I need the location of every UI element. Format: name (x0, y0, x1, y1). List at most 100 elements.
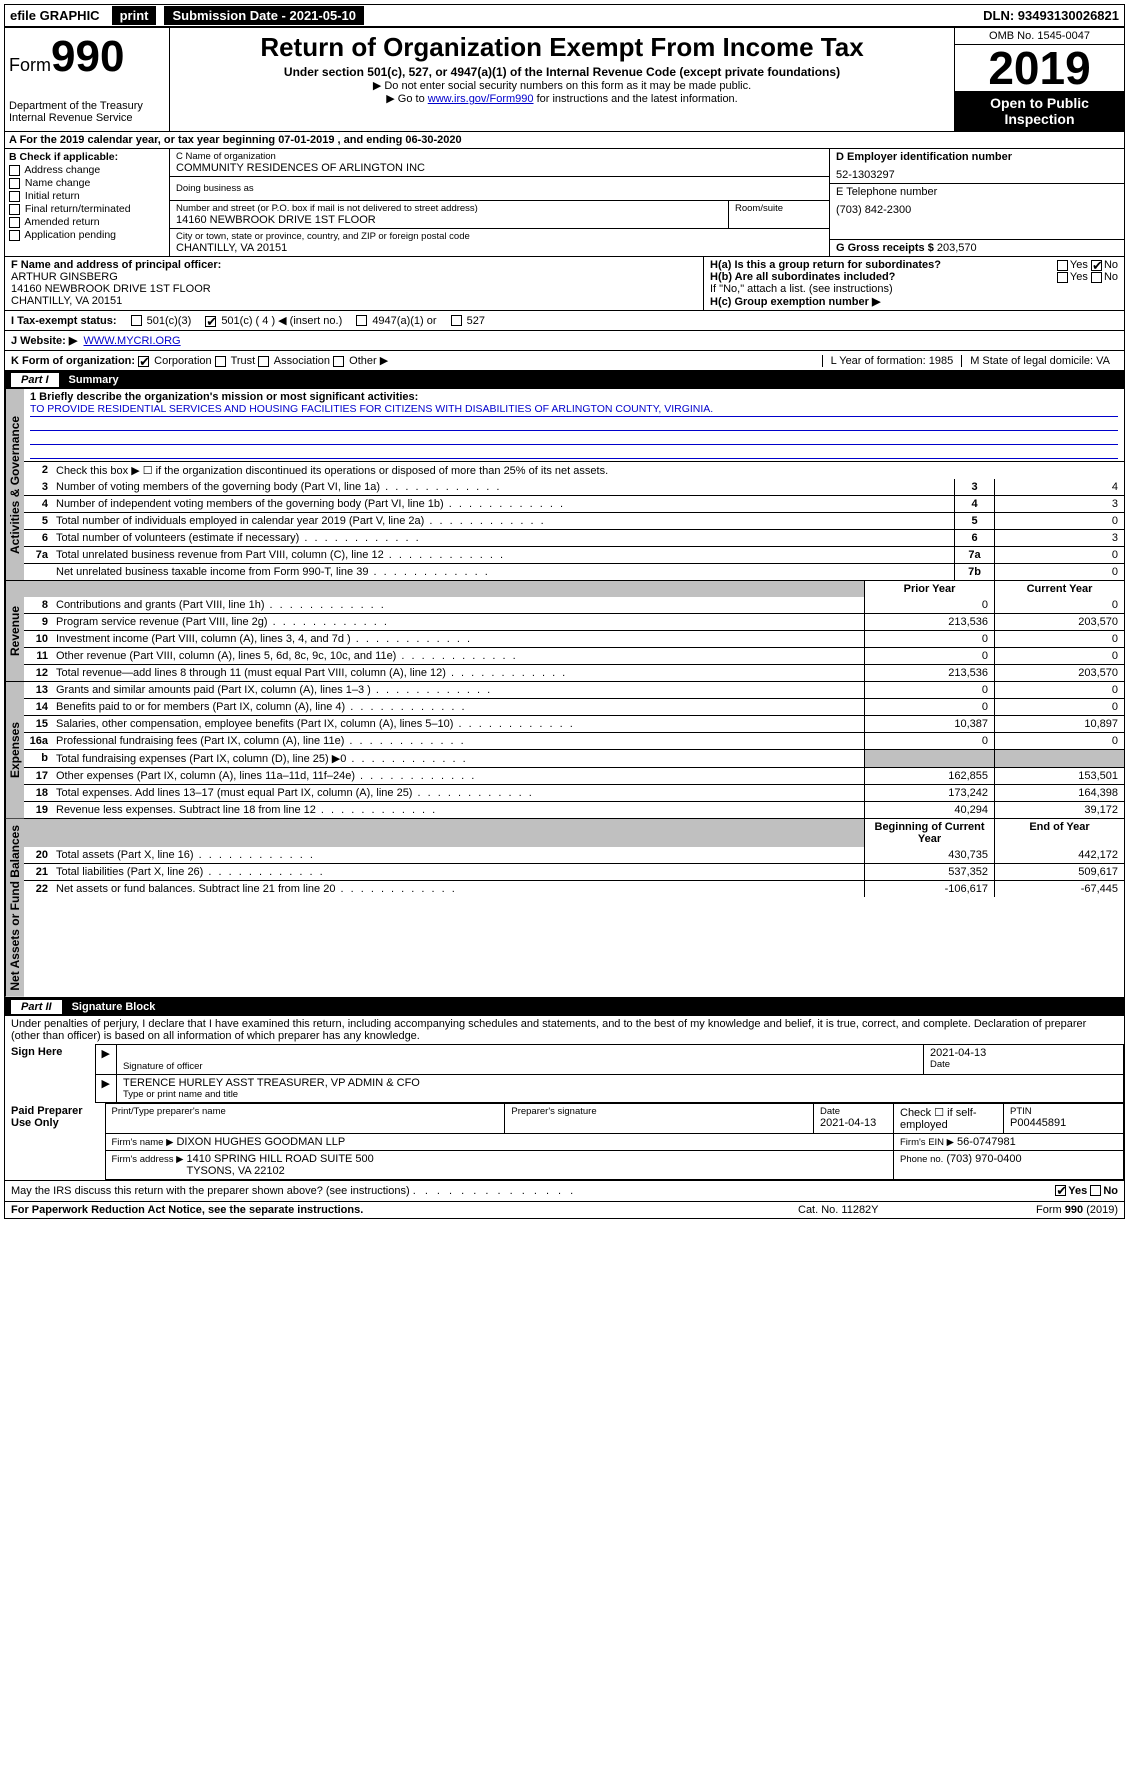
summary-line: 14Benefits paid to or for members (Part … (24, 698, 1124, 715)
print-button[interactable]: print (112, 6, 157, 25)
summary-line: 13Grants and similar amounts paid (Part … (24, 682, 1124, 698)
year-formation: L Year of formation: 1985 (822, 355, 962, 367)
footer: For Paperwork Reduction Act Notice, see … (5, 1201, 1124, 1218)
header-left: Form990 Department of the Treasury Inter… (5, 28, 170, 131)
501c-checkbox[interactable] (205, 316, 216, 327)
summary-line: 9Program service revenue (Part VIII, lin… (24, 613, 1124, 630)
self-employed-cell: Check ☐ if self-employed (894, 1103, 1004, 1133)
header-right: OMB No. 1545-0047 2019 Open to Public In… (954, 28, 1124, 131)
note-ssn: ▶ Do not enter social security numbers o… (176, 79, 948, 92)
b-option[interactable]: Application pending (9, 229, 165, 241)
527-checkbox[interactable] (451, 315, 462, 326)
hb-yes-checkbox[interactable] (1057, 272, 1068, 283)
assoc-checkbox[interactable] (258, 356, 269, 367)
corp-checkbox[interactable] (138, 356, 149, 367)
b-option[interactable]: Initial return (9, 190, 165, 202)
summary-line: 4Number of independent voting members of… (24, 495, 1124, 512)
state-domicile: M State of legal domicile: VA (961, 355, 1118, 367)
row-a: A For the 2019 calendar year, or tax yea… (5, 132, 1124, 149)
open-public: Open to Public Inspection (955, 91, 1124, 131)
b-option[interactable]: Address change (9, 164, 165, 176)
form-header: Form990 Department of the Treasury Inter… (5, 28, 1124, 132)
penalties-text: Under penalties of perjury, I declare th… (5, 1016, 1124, 1044)
firm-name: DIXON HUGHES GOODMAN LLP (176, 1136, 345, 1148)
sign-here-label: Sign Here (5, 1044, 95, 1102)
net-header-row: Beginning of Current Year End of Year (24, 819, 1124, 847)
discuss-yes-checkbox[interactable] (1055, 1185, 1066, 1196)
summary-line: 22Net assets or fund balances. Subtract … (24, 880, 1124, 897)
ha-no-checkbox[interactable] (1091, 260, 1102, 271)
4947-checkbox[interactable] (356, 315, 367, 326)
phone: (703) 842-2300 (836, 204, 1118, 216)
summary-line: 6Total number of volunteers (estimate if… (24, 529, 1124, 546)
summary-line: 20Total assets (Part X, line 16)430,7354… (24, 847, 1124, 863)
hb-note: If "No," attach a list. (see instruction… (710, 283, 1118, 295)
tax-year: 2019 (955, 45, 1124, 91)
form-subtitle: Under section 501(c), 527, or 4947(a)(1)… (176, 65, 948, 79)
section-revenue: Revenue Prior Year Current Year 8Contrib… (5, 581, 1124, 682)
sig-officer-cell: Signature of officer (116, 1044, 923, 1074)
org-name-box: C Name of organization COMMUNITY RESIDEN… (170, 149, 829, 177)
street: 14160 NEWBROOK DRIVE 1ST FLOOR (176, 214, 722, 226)
submission-date: Submission Date - 2021-05-10 (164, 6, 364, 25)
paid-preparer-table: Paid Preparer Use Only Print/Type prepar… (5, 1103, 1124, 1180)
sign-here-table: Sign Here ▶ Signature of officer 2021-04… (5, 1044, 1124, 1103)
sig-date-cell: 2021-04-13 Date (924, 1044, 1124, 1074)
summary-line: 3Number of voting members of the governi… (24, 479, 1124, 495)
summary-line: 12Total revenue—add lines 8 through 11 (… (24, 664, 1124, 681)
form-number: 990 (51, 32, 124, 81)
b-title: B Check if applicable: (9, 151, 165, 163)
form-footer: Form 990 (2019) (978, 1204, 1118, 1216)
summary-line: 21Total liabilities (Part X, line 26)537… (24, 863, 1124, 880)
current-year-header: Current Year (994, 581, 1124, 597)
other-checkbox[interactable] (333, 356, 344, 367)
principal-officer-box: F Name and address of principal officer:… (5, 257, 704, 310)
sig-name-cell: TERENCE HURLEY ASST TREASURER, VP ADMIN … (116, 1074, 1123, 1102)
city-box: City or town, state or province, country… (170, 229, 829, 256)
discuss-row: May the IRS discuss this return with the… (5, 1180, 1124, 1201)
website-link[interactable]: WWW.MYCRI.ORG (83, 335, 180, 347)
gross-receipts: 203,570 (937, 242, 977, 254)
part1-header: Part I Summary (5, 371, 1124, 389)
b-option[interactable]: Amended return (9, 216, 165, 228)
ein: 52-1303297 (836, 169, 1118, 181)
line-2: 2 Check this box ▶ ☐ if the organization… (24, 461, 1124, 479)
section-expenses: Expenses 13Grants and similar amounts pa… (5, 682, 1124, 819)
501c3-checkbox[interactable] (131, 315, 142, 326)
principal-officer: ARTHUR GINSBERG 14160 NEWBROOK DRIVE 1ST… (11, 271, 697, 307)
b-option[interactable]: Name change (9, 177, 165, 189)
summary-line: 19Revenue less expenses. Subtract line 1… (24, 801, 1124, 818)
hb-no-checkbox[interactable] (1091, 272, 1102, 283)
department: Department of the Treasury Internal Reve… (9, 100, 165, 124)
mission-block: 1 Briefly describe the organization's mi… (24, 389, 1124, 461)
gross-receipts-box: G Gross receipts $ 203,570 (830, 240, 1124, 256)
block-bcdefg: B Check if applicable: Address change Na… (5, 149, 1124, 257)
trust-checkbox[interactable] (215, 356, 226, 367)
col-b-checkboxes: B Check if applicable: Address change Na… (5, 149, 170, 256)
summary-line: 15Salaries, other compensation, employee… (24, 715, 1124, 732)
dba-box: Doing business as (170, 177, 829, 201)
tab-governance: Activities & Governance (5, 389, 24, 580)
pra-notice: For Paperwork Reduction Act Notice, see … (11, 1204, 798, 1216)
boy-header: Beginning of Current Year (864, 819, 994, 847)
note-link: ▶ Go to www.irs.gov/Form990 for instruct… (176, 92, 948, 105)
ha-yes-checkbox[interactable] (1057, 260, 1068, 271)
row-k: K Form of organization: Corporation Trus… (5, 351, 1124, 371)
firm-address: 1410 SPRING HILL ROAD SUITE 500 TYSONS, … (187, 1153, 374, 1177)
tab-revenue: Revenue (5, 581, 24, 681)
discuss-no-checkbox[interactable] (1090, 1185, 1101, 1196)
b-option[interactable]: Final return/terminated (9, 203, 165, 215)
header-middle: Return of Organization Exempt From Incom… (170, 28, 954, 131)
form-label: Form (9, 55, 51, 75)
paid-preparer-label: Paid Preparer Use Only (5, 1103, 105, 1179)
summary-line: 17Other expenses (Part IX, column (A), l… (24, 767, 1124, 784)
hc: H(c) Group exemption number ▶ (710, 295, 1118, 308)
irs-link[interactable]: www.irs.gov/Form990 (428, 93, 534, 105)
section-governance: Activities & Governance 1 Briefly descri… (5, 389, 1124, 581)
street-box: Number and street (or P.O. box if mail i… (170, 201, 729, 228)
officer-name: TERENCE HURLEY ASST TREASURER, VP ADMIN … (123, 1077, 1117, 1089)
city: CHANTILLY, VA 20151 (176, 242, 823, 254)
tab-expenses: Expenses (5, 682, 24, 818)
ptin: P00445891 (1010, 1117, 1117, 1129)
address-row: Number and street (or P.O. box if mail i… (170, 201, 829, 229)
